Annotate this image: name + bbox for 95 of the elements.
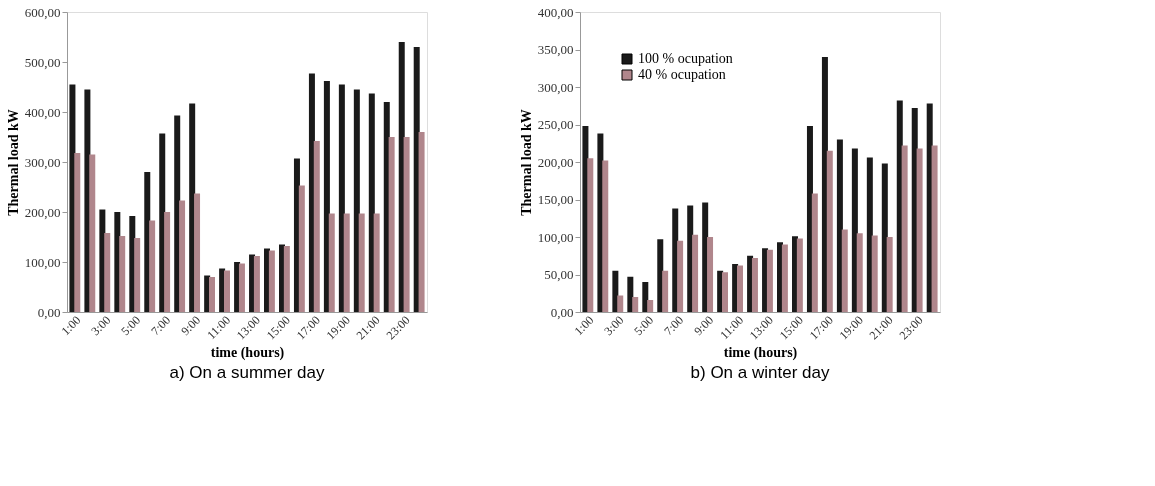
bar [328, 213, 335, 312]
bar [194, 193, 201, 312]
bar [164, 212, 171, 312]
bar [253, 256, 260, 312]
bar [283, 246, 290, 312]
bar [931, 145, 938, 312]
bar [796, 238, 803, 312]
bar [238, 263, 245, 312]
x-tick-label: 5:00 [631, 313, 657, 339]
bar [866, 157, 873, 312]
x-tick-label: 7:00 [661, 313, 687, 339]
y-tick-label: 0,00 [550, 304, 574, 320]
y-tick-label: 600,00 [24, 4, 61, 20]
bar [692, 234, 699, 312]
legend-label: 100 % ocupation [638, 51, 733, 66]
bar [134, 238, 141, 312]
bar [388, 137, 395, 312]
bar [722, 272, 729, 312]
y-tick-label: 300,00 [24, 154, 61, 170]
y-tick-label: 100,00 [537, 229, 574, 245]
bar [617, 295, 624, 312]
x-axis-title: time (hours) [210, 344, 285, 361]
y-tick-label: 300,00 [537, 79, 574, 95]
bar [174, 115, 181, 312]
bar [811, 193, 818, 312]
y-tick-label: 100,00 [24, 254, 61, 270]
bar [886, 237, 893, 312]
bar [323, 81, 330, 312]
bar [159, 133, 166, 312]
bar [766, 249, 773, 312]
y-tick-label: 350,00 [537, 42, 574, 57]
y-tick-label: 200,00 [24, 204, 61, 220]
y-tick-label: 400,00 [537, 4, 574, 20]
x-tick-label: 3:00 [601, 313, 627, 339]
y-tick-label: 50,00 [544, 267, 574, 282]
bar [373, 213, 380, 312]
bar [418, 132, 425, 312]
x-axis-title: time (hours) [723, 344, 798, 361]
legend-label: 40 % ocupation [638, 67, 726, 82]
bar [368, 93, 375, 312]
bar [736, 265, 743, 312]
y-tick-label: 0,00 [37, 304, 61, 320]
bar [881, 163, 888, 312]
y-tick-label: 200,00 [537, 154, 574, 170]
bar [836, 139, 843, 312]
x-tick-label: 3:00 [88, 313, 114, 339]
bar [851, 148, 858, 312]
bar [826, 150, 833, 312]
bar [338, 84, 345, 312]
bar [841, 229, 848, 312]
bar [223, 270, 230, 312]
bar [149, 220, 156, 312]
x-tick-label: 9:00 [178, 313, 204, 339]
y-tick-label: 250,00 [537, 117, 574, 132]
bar [856, 233, 863, 312]
y-axis-title: Thermal load kW [518, 109, 534, 216]
bar [901, 145, 908, 312]
y-tick-label: 400,00 [24, 104, 61, 120]
bar [916, 148, 923, 312]
bar [358, 213, 365, 312]
bar [179, 200, 186, 312]
y-tick-label: 500,00 [24, 54, 61, 70]
bar [189, 103, 196, 312]
text: a) On a summer day [169, 363, 325, 383]
bar [89, 154, 96, 312]
bar [642, 282, 649, 312]
bar [662, 270, 669, 312]
y-tick-label: 150,00 [537, 192, 574, 207]
x-tick-label: 7:00 [148, 313, 174, 339]
bar [119, 236, 126, 312]
bar [632, 297, 639, 312]
bar [104, 233, 111, 312]
x-tick-label: 9:00 [691, 313, 717, 339]
bar [602, 160, 609, 312]
bar [209, 277, 216, 312]
bar [298, 185, 305, 312]
bar [657, 239, 664, 312]
bar [627, 276, 634, 312]
bar [74, 153, 81, 312]
bar [268, 250, 275, 312]
text: b) On a winter day [690, 363, 830, 383]
bar [587, 158, 594, 312]
bar [871, 235, 878, 312]
bar [313, 141, 320, 312]
y-axis-title: Thermal load kW [5, 109, 21, 216]
bar [343, 213, 350, 312]
x-tick-label: 5:00 [118, 313, 144, 339]
bar [353, 89, 360, 312]
bar [677, 240, 684, 312]
bar [707, 237, 714, 312]
bar [781, 244, 788, 312]
bar [403, 137, 410, 312]
bar [751, 258, 758, 312]
bar [612, 270, 619, 312]
bar [647, 300, 654, 312]
